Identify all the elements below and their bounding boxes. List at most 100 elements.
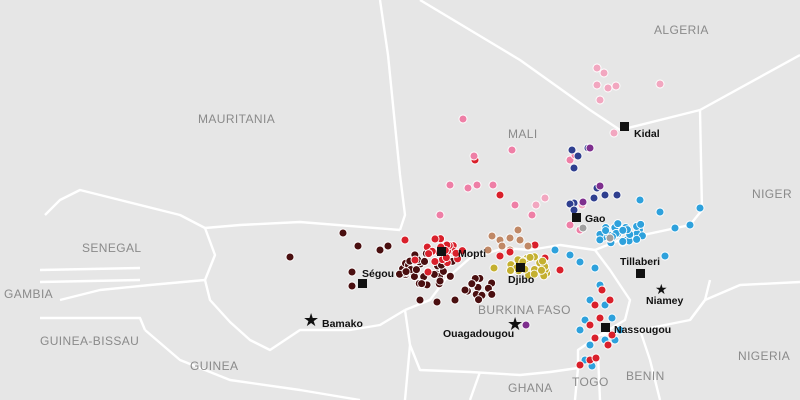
country-label-gambia: GAMBIA bbox=[4, 287, 53, 301]
event-dot-dark-brown bbox=[415, 295, 425, 305]
event-dot-blue bbox=[613, 219, 623, 229]
event-dot-red bbox=[590, 300, 600, 310]
city-marker-ouagadougou-star: ★ bbox=[507, 314, 523, 335]
event-dot-brown bbox=[523, 241, 533, 251]
event-dot-blue bbox=[618, 236, 628, 246]
event-dot-red bbox=[423, 267, 433, 277]
event-dot-red bbox=[585, 320, 595, 330]
city-label-djibo: Djibo bbox=[508, 274, 534, 286]
event-dot-dark-brown bbox=[401, 267, 411, 277]
border-ivory-coast bbox=[403, 309, 412, 400]
event-dot-blue bbox=[660, 251, 670, 261]
event-dot-blue bbox=[585, 340, 595, 350]
event-dot-light-pink bbox=[599, 68, 609, 78]
event-dot-blue bbox=[565, 250, 575, 260]
event-dot-dark-brown bbox=[411, 265, 421, 275]
city-marker-djibo-square bbox=[516, 263, 525, 272]
event-dot-red bbox=[457, 246, 467, 256]
event-dot-grey bbox=[605, 233, 615, 243]
event-dot-pink bbox=[565, 220, 575, 230]
event-dot-red bbox=[595, 313, 605, 323]
event-dot-blue bbox=[670, 223, 680, 233]
event-dot-navy bbox=[573, 151, 583, 161]
city-marker-bamako-star: ★ bbox=[303, 310, 319, 331]
event-dot-blue bbox=[632, 234, 642, 244]
event-dot-dark-brown bbox=[474, 295, 484, 305]
event-dot-light-pink bbox=[595, 95, 605, 105]
event-dot-brown bbox=[497, 241, 507, 251]
event-dot-dark-brown bbox=[285, 252, 295, 262]
event-dot-dark-brown bbox=[353, 241, 363, 251]
event-dot-blue bbox=[595, 235, 605, 245]
event-dot-pink bbox=[472, 180, 482, 190]
border-algeria-niger bbox=[699, 53, 800, 112]
event-dot-red bbox=[597, 285, 607, 295]
event-dot-blue bbox=[550, 245, 560, 255]
event-dot-pink bbox=[488, 180, 498, 190]
event-dot-red bbox=[555, 265, 565, 275]
event-dot-red bbox=[424, 249, 434, 259]
city-label-kidal: Kidal bbox=[634, 128, 660, 140]
city-label-tillaberi: Tillaberi bbox=[620, 256, 660, 268]
city-marker-niamey-star: ★ bbox=[655, 282, 668, 298]
city-marker-gao-square bbox=[572, 213, 581, 222]
event-dot-dark-brown bbox=[450, 295, 460, 305]
event-dot-pink bbox=[507, 145, 517, 155]
event-dot-dark-brown bbox=[487, 289, 497, 299]
event-dot-blue bbox=[615, 325, 625, 335]
event-dot-dark-brown bbox=[338, 228, 348, 238]
event-dot-pink bbox=[469, 151, 479, 161]
event-dot-pink bbox=[435, 210, 445, 220]
event-dot-red bbox=[495, 251, 505, 261]
event-dot-pink bbox=[527, 210, 537, 220]
border-senegal-mali bbox=[203, 227, 217, 281]
event-dot-pink bbox=[510, 200, 520, 210]
country-label-mauritania: MAURITANIA bbox=[198, 112, 275, 126]
event-dot-light-pink bbox=[540, 193, 550, 203]
country-label-mali: MALI bbox=[508, 127, 538, 141]
event-dot-blue bbox=[618, 225, 628, 235]
country-label-nigeria: NIGERIA bbox=[738, 349, 790, 363]
country-label-algeria: ALGERIA bbox=[654, 23, 709, 37]
event-dot-red bbox=[591, 353, 601, 363]
city-label-segou: Ségou bbox=[362, 268, 394, 280]
city-label-mopti: Mopti bbox=[458, 248, 486, 260]
country-labels: ALGERIA MAURITANIA MALI NIGER SENEGAL GA… bbox=[4, 23, 792, 395]
event-dot-purple bbox=[585, 143, 595, 153]
event-dot-navy bbox=[567, 145, 577, 155]
event-dot-navy bbox=[565, 199, 575, 209]
border-ghana-togo bbox=[573, 367, 580, 400]
city-label-gao: Gao bbox=[585, 213, 605, 225]
event-dot-blue bbox=[601, 226, 611, 235]
event-dot-navy bbox=[589, 193, 599, 203]
event-dot-purple bbox=[521, 320, 531, 330]
event-dot-blue bbox=[685, 220, 695, 230]
event-dot-blue bbox=[635, 195, 645, 205]
event-dot-light-pink bbox=[603, 83, 613, 93]
event-dot-dark-brown bbox=[445, 271, 455, 281]
event-dot-light-pink bbox=[531, 200, 541, 210]
event-dot-brown bbox=[513, 225, 523, 235]
event-dot-brown bbox=[505, 233, 515, 243]
border-burkina-ghana bbox=[408, 344, 579, 377]
event-dot-olive bbox=[537, 265, 546, 275]
event-dot-pink bbox=[463, 183, 473, 193]
event-dot-blue bbox=[695, 203, 705, 213]
city-markers: Kidal Gao Mopti Ségou Djibo Tillaberi ★ … bbox=[303, 122, 684, 340]
event-dot-light-pink bbox=[655, 79, 665, 89]
border-niger-nigeria bbox=[689, 280, 800, 321]
event-dot-blue bbox=[607, 313, 617, 323]
event-dot-olive bbox=[489, 263, 499, 273]
event-dot-blue bbox=[590, 263, 600, 273]
event-dot-purple bbox=[578, 197, 588, 207]
border-mali-guinea bbox=[203, 279, 406, 352]
event-dot-dark-brown bbox=[347, 267, 357, 277]
event-dot-red bbox=[410, 255, 420, 265]
border-algeria-mali bbox=[419, 0, 701, 132]
event-dot-light-pink bbox=[592, 63, 602, 73]
border-gambia-south bbox=[39, 278, 141, 284]
border-togo-benin bbox=[596, 354, 602, 400]
event-dot-dark-brown bbox=[435, 276, 445, 286]
country-label-guinea-bissau: GUINEA-BISSAU bbox=[40, 334, 139, 348]
